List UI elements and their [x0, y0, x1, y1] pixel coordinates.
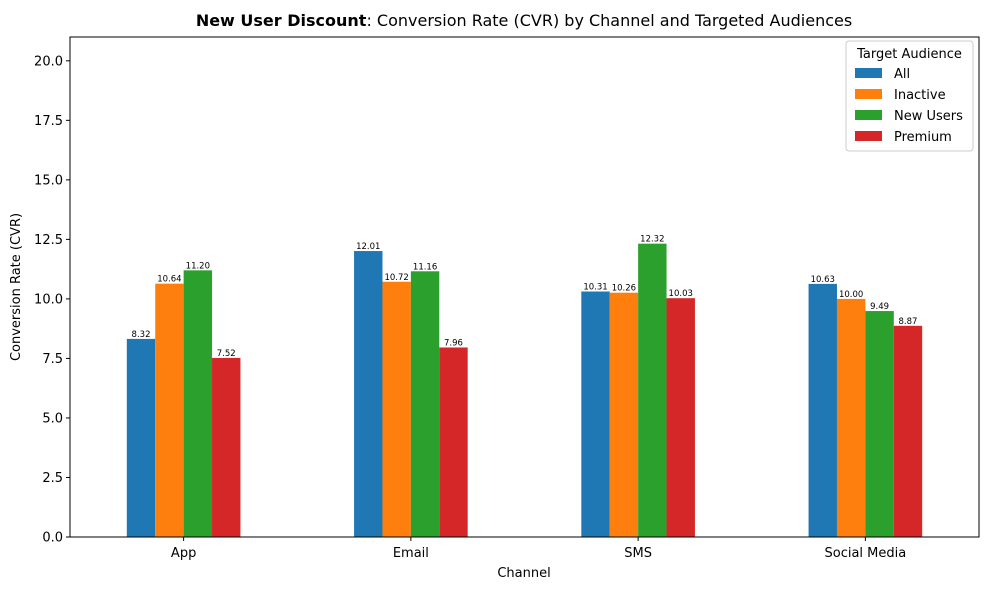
data-label: 10.03	[669, 289, 693, 299]
bar[interactable]	[893, 325, 923, 537]
data-label: 12.32	[640, 235, 664, 245]
bar[interactable]	[581, 291, 610, 537]
chart-title-bold: New User Discount	[196, 11, 367, 30]
data-label: 7.96	[444, 338, 463, 348]
data-label: 11.16	[413, 262, 437, 272]
bar[interactable]	[808, 283, 837, 537]
bar[interactable]	[609, 292, 639, 537]
y-tick-label: 7.5	[42, 352, 63, 367]
y-tick-label: 20.0	[34, 54, 63, 69]
legend-swatch	[855, 131, 882, 141]
y-tick-label: 10.0	[34, 292, 63, 307]
y-tick-label: 2.5	[42, 471, 63, 486]
chart-title: New User Discount: Conversion Rate (CVR)…	[196, 11, 852, 30]
data-label: 12.01	[356, 242, 380, 252]
plot-area: 8.32 12.01 10.31 10.63 10.64 10.72 10.26 10.00 1…	[34, 36, 980, 561]
y-tick-label: 15.0	[34, 173, 63, 188]
x-tick-label: Email	[393, 546, 429, 561]
x-axis-label: Channel	[497, 566, 550, 581]
legend-entry-label: Inactive	[894, 88, 946, 103]
legend-swatch	[855, 68, 882, 78]
y-tick-label: 0.0	[42, 531, 63, 546]
x-tick-label: SMS	[624, 546, 652, 561]
bar[interactable]	[354, 251, 383, 538]
legend-entry-label: Premium	[894, 130, 952, 145]
bar[interactable]	[410, 271, 440, 537]
y-axis-label: Conversion Rate (CVR)	[9, 213, 24, 361]
legend[interactable]: Target Audience All Inactive New Users Premi…	[845, 40, 974, 152]
legend-swatch	[855, 89, 882, 99]
data-label: 9.49	[870, 302, 889, 312]
bar[interactable]	[183, 270, 213, 537]
x-tick-label: App	[171, 546, 196, 561]
y-tick-label: 12.5	[34, 233, 63, 248]
bar[interactable]	[638, 243, 667, 538]
bar[interactable]	[439, 347, 468, 537]
legend-entry-label: New Users	[894, 109, 963, 124]
data-label: 10.64	[157, 275, 181, 285]
legend-swatch	[855, 110, 882, 120]
data-label: 11.20	[186, 261, 210, 271]
bar[interactable]	[836, 298, 866, 537]
legend-entry-label: All	[894, 67, 910, 82]
bar[interactable]	[666, 298, 695, 537]
legend-title: Target Audience	[856, 47, 962, 62]
bar[interactable]	[865, 311, 894, 537]
bar[interactable]	[382, 281, 411, 537]
bar[interactable]	[155, 283, 184, 537]
y-tick-label: 17.5	[34, 114, 63, 129]
data-label: 8.87	[899, 317, 918, 327]
data-label: 10.26	[612, 284, 636, 294]
chart-title-rest: : Conversion Rate (CVR) by Channel and T…	[366, 11, 852, 30]
y-tick-label: 5.0	[42, 411, 63, 426]
bar[interactable]	[212, 357, 241, 537]
data-label: 10.72	[384, 273, 408, 283]
axes-frame	[69, 36, 980, 538]
data-label: 10.63	[811, 275, 835, 285]
bar[interactable]	[126, 338, 156, 537]
data-label: 10.31	[583, 283, 607, 293]
data-label: 7.52	[217, 349, 236, 359]
data-label: 10.00	[839, 290, 863, 300]
x-tick-label: Social Media	[825, 546, 907, 561]
data-label: 8.32	[132, 330, 151, 340]
